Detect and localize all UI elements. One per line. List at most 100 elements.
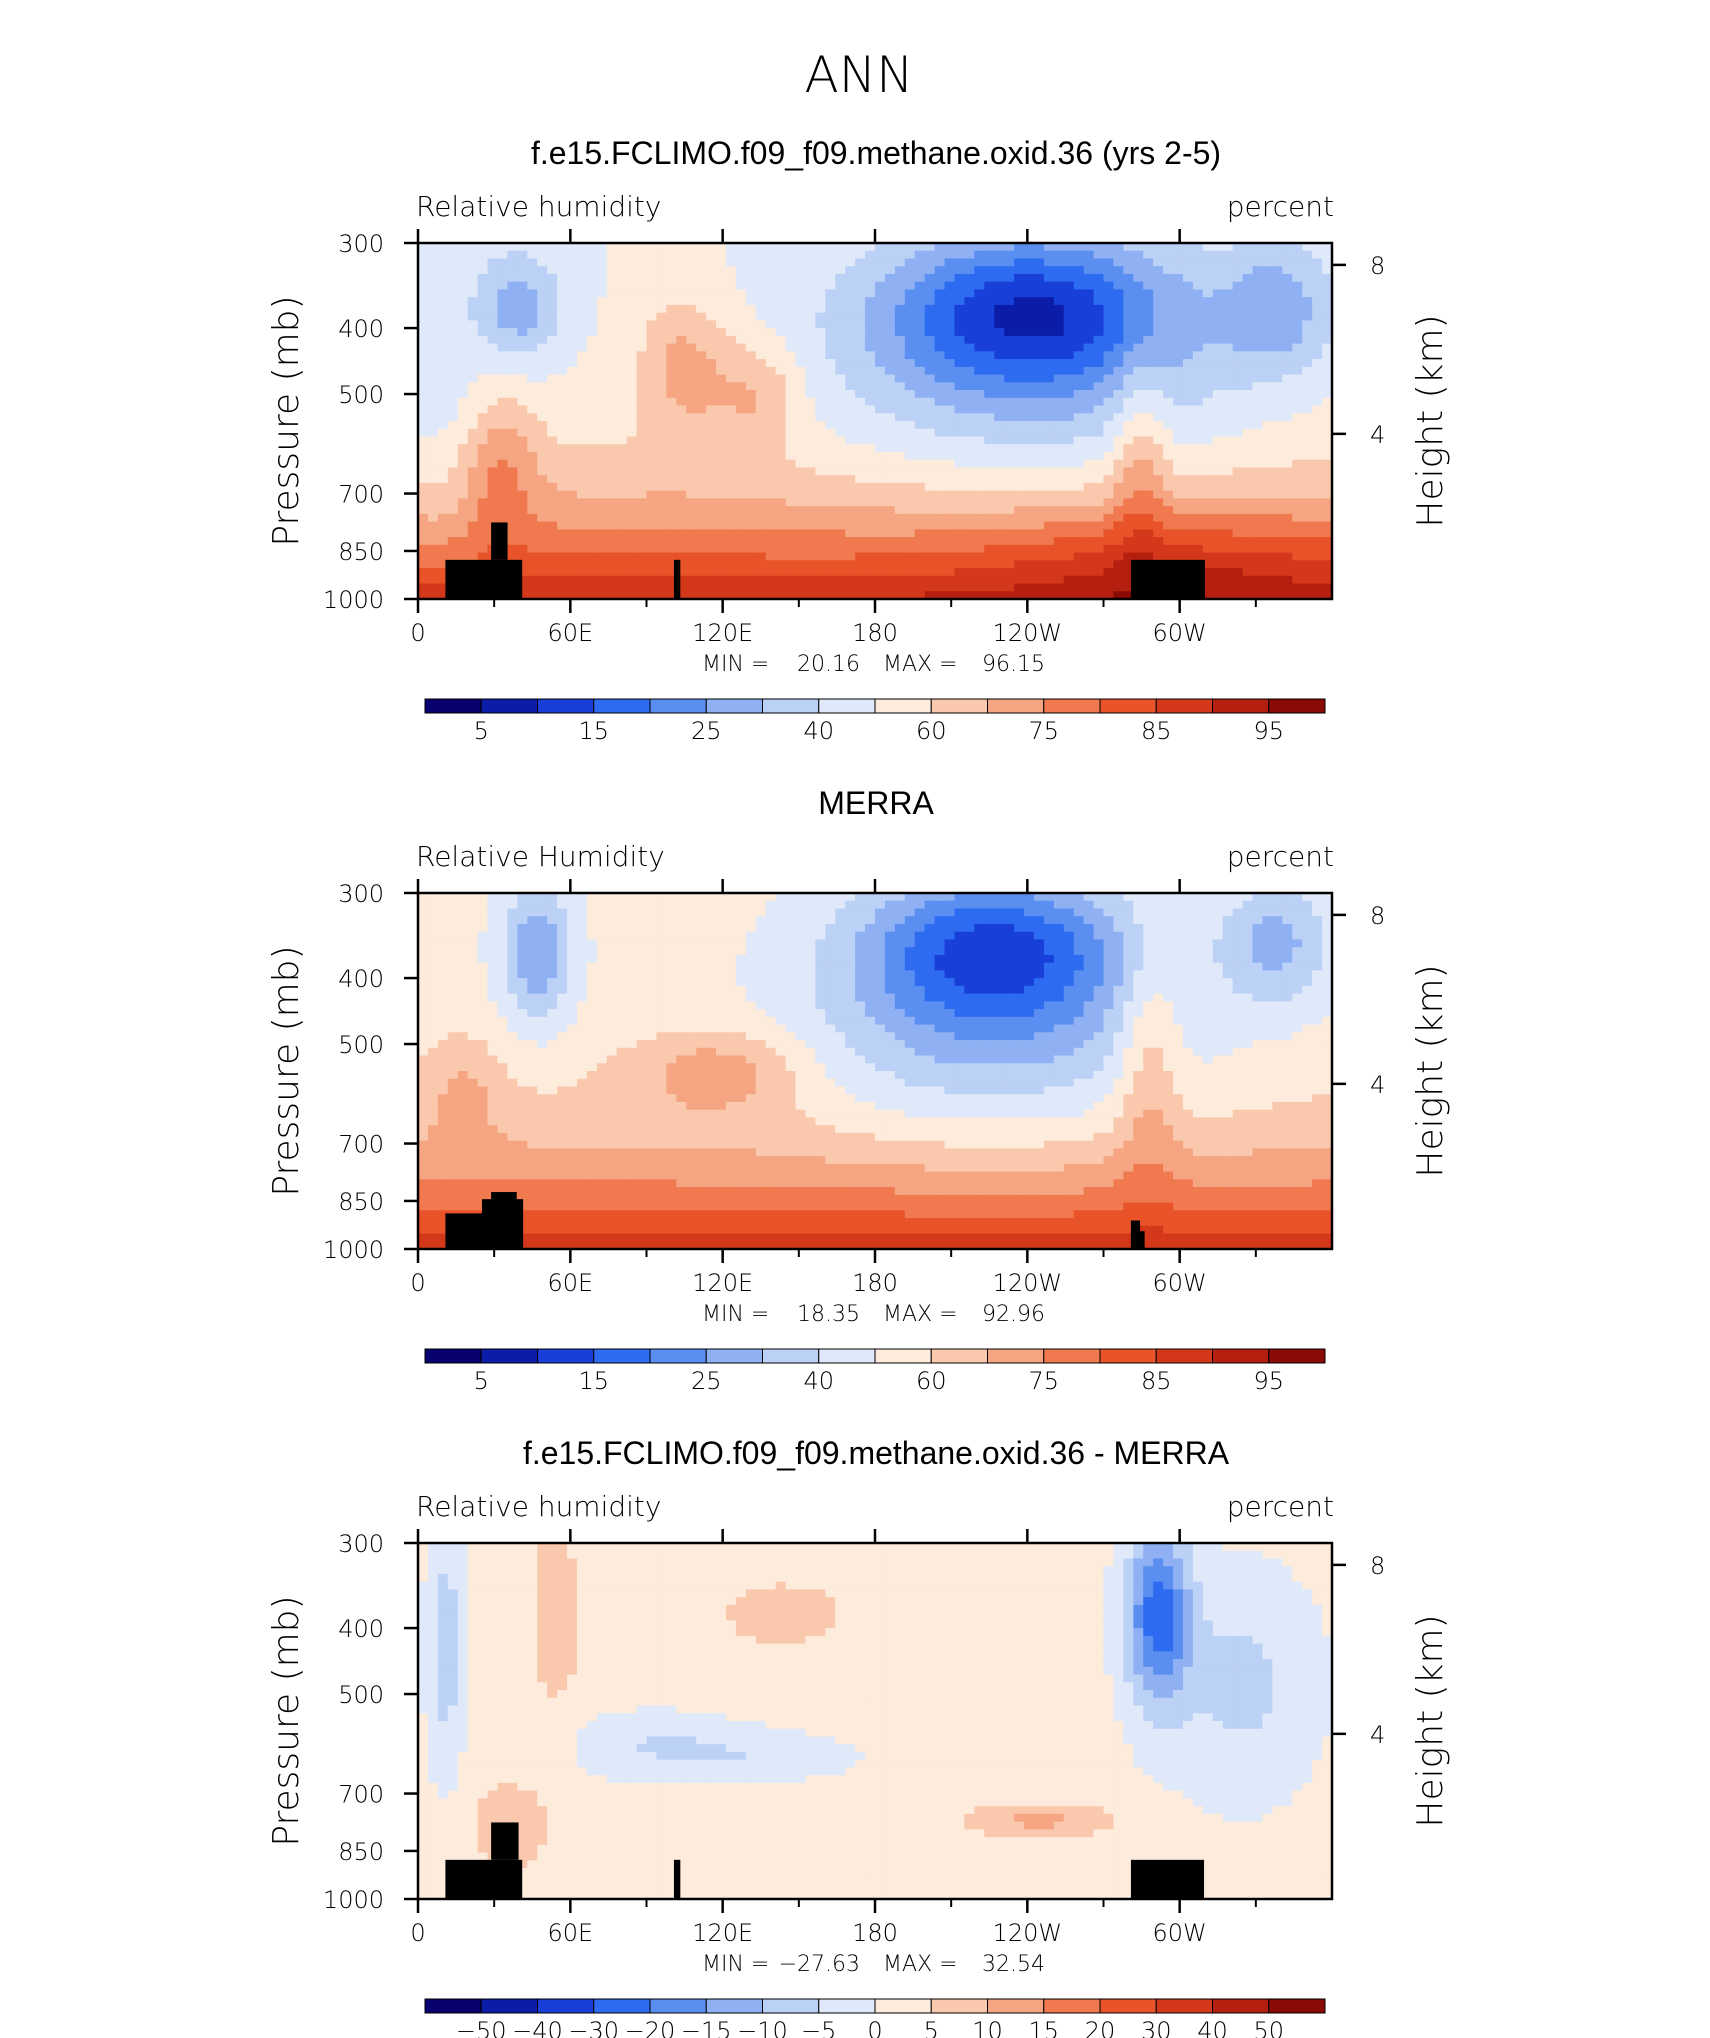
heatmap-cell [1213, 568, 1224, 576]
heatmap-cell [458, 452, 469, 460]
heatmap-cell [597, 320, 608, 328]
heatmap-cell [686, 537, 697, 545]
heatmap-cell [448, 506, 459, 514]
heatmap-cell [1024, 344, 1035, 352]
heatmap-cell [666, 305, 677, 313]
heatmap-cell [925, 367, 936, 375]
heatmap-cell [935, 475, 946, 483]
heatmap-cell [656, 916, 667, 924]
heatmap-cell [805, 243, 816, 251]
heatmap-cell [517, 406, 528, 414]
heatmap-cell [1213, 390, 1224, 398]
heatmap-cell [617, 398, 628, 406]
heatmap-cell [835, 893, 846, 901]
heatmap-cell [577, 429, 588, 437]
heatmap-cell [1094, 576, 1105, 584]
heatmap-cell [517, 893, 528, 901]
heatmap-cell [1014, 901, 1025, 909]
heatmap-cell [1034, 297, 1045, 305]
heatmap-cell [1074, 282, 1085, 290]
max-value: 96.15 [982, 652, 1045, 677]
heatmap-cell [974, 537, 985, 545]
heatmap-cell [1133, 916, 1144, 924]
heatmap-cell [418, 328, 429, 336]
heatmap-cell [438, 429, 449, 437]
heatmap-cell [438, 398, 449, 406]
heatmap-cell [815, 367, 826, 375]
heatmap-cell [1143, 382, 1154, 390]
heatmap-cell [1143, 320, 1154, 328]
heatmap-cell [875, 568, 886, 576]
heatmap-cell [428, 274, 439, 282]
heatmap-cell [885, 576, 896, 584]
heatmap-cell [964, 560, 975, 568]
heatmap-cell [676, 344, 687, 352]
heatmap-cell [557, 576, 568, 584]
heatmap-cell [875, 336, 886, 344]
heatmap-cell [478, 436, 489, 444]
heatmap-cell [776, 297, 787, 305]
heatmap-cell [448, 537, 459, 545]
colorbar-label: 5 [474, 717, 489, 745]
heatmap-cell [656, 398, 667, 406]
heatmap-cell [448, 398, 459, 406]
y-tick-label: 400 [338, 315, 384, 343]
heatmap-cell [974, 266, 985, 274]
heatmap-cell [1074, 313, 1085, 321]
heatmap-cell [1143, 529, 1154, 537]
heatmap-cell [617, 932, 628, 940]
heatmap-cell [885, 939, 896, 947]
heatmap-cell [786, 924, 797, 932]
heatmap-cell [647, 514, 658, 522]
heatmap-cell [885, 584, 896, 592]
heatmap-cell [925, 297, 936, 305]
heatmap-cell [1163, 537, 1174, 545]
heatmap-cell [507, 266, 518, 274]
heatmap-cell [497, 328, 508, 336]
heatmap-cell [1223, 282, 1234, 290]
heatmap-cell [1104, 514, 1115, 522]
heatmap-cell [428, 475, 439, 483]
heatmap-cell [1024, 475, 1035, 483]
y-axis-title: Pressure (mb) [266, 295, 307, 546]
heatmap-cell [647, 537, 658, 545]
heatmap-cell [756, 553, 767, 561]
heatmap-cell [935, 251, 946, 259]
heatmap-cell [746, 568, 757, 576]
heatmap-cell [925, 375, 936, 383]
heatmap-cell [587, 545, 598, 553]
heatmap-cell [1262, 924, 1273, 932]
heatmap-cell [925, 413, 936, 421]
heatmap-cell [507, 939, 518, 947]
heatmap-cell [815, 243, 826, 251]
heatmap-cell [1094, 320, 1105, 328]
heatmap-cell [1292, 498, 1303, 506]
heatmap-cell [925, 429, 936, 437]
heatmap [418, 243, 1333, 600]
heatmap-cell [637, 514, 648, 522]
heatmap-cell [537, 916, 548, 924]
heatmap-cell [607, 932, 618, 940]
heatmap-cell [627, 375, 638, 383]
heatmap-cell [666, 916, 677, 924]
heatmap-cell [1233, 398, 1244, 406]
heatmap-cell [686, 916, 697, 924]
heatmap-cell [1113, 467, 1124, 475]
heatmap-cell [478, 390, 489, 398]
heatmap-cell [507, 258, 518, 266]
heatmap-cell [478, 467, 489, 475]
heatmap-cell [676, 475, 687, 483]
heatmap-cell [756, 568, 767, 576]
heatmap-cell [557, 390, 568, 398]
heatmap-cell [1282, 901, 1293, 909]
heatmap-cell [1262, 908, 1273, 916]
heatmap-cell [905, 274, 916, 282]
heatmap-cell [1034, 908, 1045, 916]
heatmap-cell [954, 251, 965, 259]
heatmap-cell [647, 406, 658, 414]
heatmap-cell [984, 289, 995, 297]
heatmap-cell [1113, 545, 1124, 553]
heatmap-cell [1183, 498, 1194, 506]
heatmap-cell [1282, 251, 1293, 259]
heatmap-cell [796, 413, 807, 421]
